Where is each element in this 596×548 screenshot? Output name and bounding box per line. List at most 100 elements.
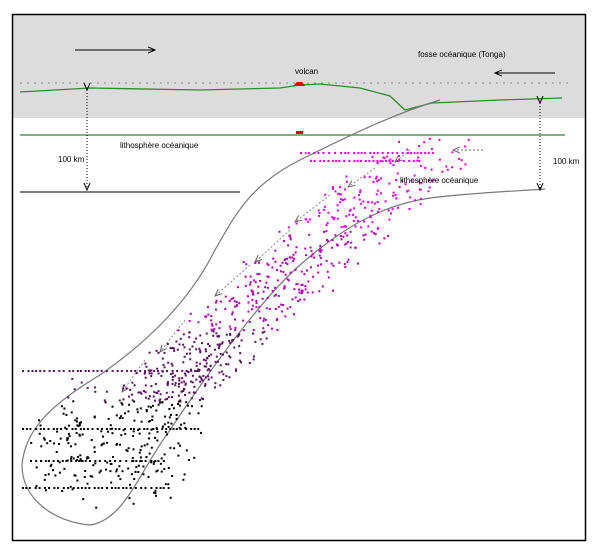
quake [73, 487, 75, 489]
quake [145, 456, 147, 458]
quake [297, 283, 299, 285]
quake [149, 453, 151, 455]
quake [164, 453, 166, 455]
quake [334, 217, 336, 219]
quake [363, 221, 365, 223]
quake [155, 490, 157, 492]
quake [133, 428, 135, 430]
quake [38, 419, 40, 421]
quake [163, 487, 165, 489]
quake [148, 406, 150, 408]
quake [377, 211, 379, 213]
quake [268, 276, 270, 278]
quake [171, 363, 173, 365]
quake [79, 422, 81, 424]
quake [332, 265, 334, 267]
quake [172, 370, 174, 372]
quake [63, 408, 65, 410]
quake [199, 363, 201, 365]
quake [187, 405, 189, 407]
quake [258, 262, 260, 264]
quake [40, 428, 42, 430]
quake [181, 382, 183, 384]
quake [284, 315, 286, 317]
quake [303, 273, 305, 275]
quake [310, 160, 312, 162]
quake [153, 396, 155, 398]
quake [168, 487, 170, 489]
quake [181, 377, 183, 379]
quake [179, 445, 181, 447]
quake [206, 362, 208, 364]
quake [121, 370, 123, 372]
quake [293, 254, 295, 256]
quake [286, 258, 288, 260]
quake [271, 328, 273, 330]
quake [323, 160, 325, 162]
quake [197, 428, 199, 430]
quake [193, 386, 195, 388]
lithosphere-label: lithosphère océanique [400, 176, 479, 185]
quake [78, 425, 80, 427]
quake [138, 465, 140, 467]
quake [124, 412, 126, 414]
quake [348, 160, 350, 162]
quake [345, 226, 347, 228]
quake [289, 256, 291, 258]
quake [185, 428, 187, 430]
quake [392, 195, 394, 197]
quake [185, 375, 187, 377]
quake [359, 199, 361, 201]
quake [292, 260, 294, 262]
quake [143, 473, 145, 475]
quake [292, 298, 294, 300]
quake [186, 353, 188, 355]
quake [293, 288, 295, 290]
quake [67, 442, 69, 444]
quake [424, 152, 426, 154]
quake [22, 487, 24, 489]
quake [36, 485, 38, 487]
quake [60, 428, 62, 430]
quake [288, 235, 290, 237]
quake [343, 160, 345, 162]
quake [101, 443, 103, 445]
quake [214, 349, 216, 351]
quake [180, 424, 182, 426]
quake [308, 234, 310, 236]
quake [355, 226, 357, 228]
quake [407, 152, 409, 154]
quake [342, 199, 344, 201]
quake [99, 460, 101, 462]
quake [295, 297, 297, 299]
quake [91, 439, 93, 441]
quake [225, 363, 227, 365]
quake [110, 428, 112, 430]
quake [239, 352, 241, 354]
quake [150, 487, 152, 489]
quake [334, 234, 336, 236]
quake [360, 226, 362, 228]
quake [357, 152, 359, 154]
quake [183, 333, 185, 335]
quake [364, 152, 366, 154]
quake [48, 460, 50, 462]
quake [81, 487, 83, 489]
quake [288, 226, 290, 228]
quake [332, 239, 334, 241]
quake [189, 358, 191, 360]
quake [298, 289, 300, 291]
quake [212, 335, 214, 337]
quake [335, 160, 337, 162]
quake [173, 407, 175, 409]
quake [74, 443, 76, 445]
quake [318, 210, 320, 212]
quake [468, 139, 470, 141]
quake [156, 350, 158, 352]
quake [309, 219, 311, 221]
quake [313, 152, 315, 154]
quake [206, 357, 208, 359]
quake [307, 292, 309, 294]
quake [393, 164, 395, 166]
quake [179, 343, 181, 345]
